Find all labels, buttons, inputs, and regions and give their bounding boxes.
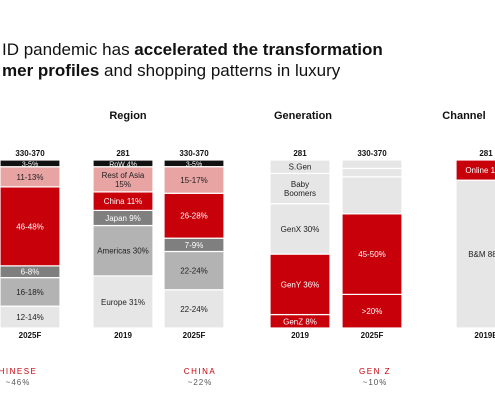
bar-segment xyxy=(269,172,331,205)
bar-segment xyxy=(341,293,403,329)
segment-label: 6-8% xyxy=(21,268,40,277)
segment-label: Japan 9% xyxy=(105,214,141,223)
svg-text:ID pandemic has accelerated th: ID pandemic has accelerated the transfor… xyxy=(2,40,383,59)
segment-label: 7-9% xyxy=(185,241,204,250)
segment-label: 3-5% xyxy=(22,161,38,168)
footer-share-label: ~46% xyxy=(6,378,31,387)
bar-total-label: 281 xyxy=(116,149,130,158)
segment-label: RoW 4% xyxy=(109,161,137,168)
bar-segment xyxy=(163,289,225,329)
group-title: Region xyxy=(109,110,147,122)
segment-label: 3-5% xyxy=(186,161,202,168)
bar-segment xyxy=(341,167,403,178)
bar-segment xyxy=(341,213,403,295)
segment-label: Online 12% xyxy=(465,166,495,175)
bar-segment xyxy=(269,203,331,255)
group-title: Channel xyxy=(442,110,485,122)
bar-total-label: 330-370 xyxy=(179,149,209,158)
segment-label: GenZ 8% xyxy=(283,317,317,326)
bar-x-label: 2019 xyxy=(291,331,309,340)
bar-total-label: 330-370 xyxy=(15,149,45,158)
bar-segment xyxy=(341,159,403,169)
bar-x-label: 2025F xyxy=(19,331,42,340)
bar-total-label: 281 xyxy=(293,149,307,158)
bar-segment xyxy=(269,253,331,316)
slide-title: ID pandemic has accelerated the transfor… xyxy=(2,40,383,80)
segment-label: Europe 31% xyxy=(101,298,145,307)
bar-total-label: 330-370 xyxy=(357,149,387,158)
bar-x-label: 2019 xyxy=(114,331,132,340)
segment-label: Boomers xyxy=(284,189,316,198)
footer-category-label: GEN Z xyxy=(359,367,391,376)
footer-labels: HINESE ~46% CHINA ~22% GEN Z ~10% xyxy=(0,367,391,387)
segment-label: 45-50% xyxy=(358,250,386,259)
title-line2-bold: mer profiles xyxy=(2,61,99,80)
footer-category-label: HINESE xyxy=(0,367,37,376)
segment-label: S.Gen xyxy=(289,163,312,172)
segment-label: 16-18% xyxy=(16,288,44,297)
segment-label: China 11% xyxy=(104,197,143,206)
bar-x-label: 2025F xyxy=(183,331,206,340)
segment-label: Americas 30% xyxy=(97,247,149,256)
segment-label: 11-13% xyxy=(17,173,44,182)
segment-label: 15-17% xyxy=(180,176,208,185)
title-line1-regular: ID pandemic has xyxy=(2,40,134,59)
group-title: Generation xyxy=(274,110,332,122)
footer-category-label: CHINA xyxy=(184,367,216,376)
segment-label: 15% xyxy=(115,180,131,189)
segment-label: >20% xyxy=(362,307,383,316)
footer-share-label: ~22% xyxy=(188,378,213,387)
segment-label: 46-48% xyxy=(16,222,44,231)
bar-segment xyxy=(341,176,403,215)
title-line1-bold: accelerated the transformation xyxy=(134,40,382,59)
segment-label: Rest of Asia xyxy=(102,171,145,180)
title-line2-regular: and shopping patterns in luxury xyxy=(99,61,340,80)
segment-label: 12-14% xyxy=(16,313,44,322)
footer-share-label: ~10% xyxy=(363,378,388,387)
segment-label: B&M 88% xyxy=(468,250,495,259)
bar-segment xyxy=(0,159,61,168)
segment-label: GenY 36% xyxy=(281,280,320,289)
bar-segment xyxy=(0,186,61,267)
bar-segment xyxy=(269,159,331,175)
segment-label: GenX 30% xyxy=(281,225,320,234)
segment-label: Baby xyxy=(291,180,309,189)
bars-layer: 12-14% 16-18% 6-8% 46-48% 11-13% 3-5% 330-370 2… xyxy=(0,110,495,340)
bar-x-label: 2019E xyxy=(474,331,495,340)
bar-segment xyxy=(92,224,154,277)
bar-total-label: 281 xyxy=(479,149,493,158)
bar-segment xyxy=(92,275,154,329)
bar-segment xyxy=(455,159,495,181)
bar-segment xyxy=(92,166,154,193)
svg-text:mer profiles and shopping patt: mer profiles and shopping patterns in lu… xyxy=(2,61,341,80)
bar-segment xyxy=(455,179,495,329)
segment-label: 22-24% xyxy=(180,305,208,314)
segment-label: 26-28% xyxy=(180,212,208,221)
bar-segment xyxy=(163,159,225,168)
bar-segment xyxy=(163,166,225,194)
segment-label: 22-24% xyxy=(180,267,208,276)
bar-segment xyxy=(92,159,154,168)
bar-x-label: 2025F xyxy=(361,331,384,340)
